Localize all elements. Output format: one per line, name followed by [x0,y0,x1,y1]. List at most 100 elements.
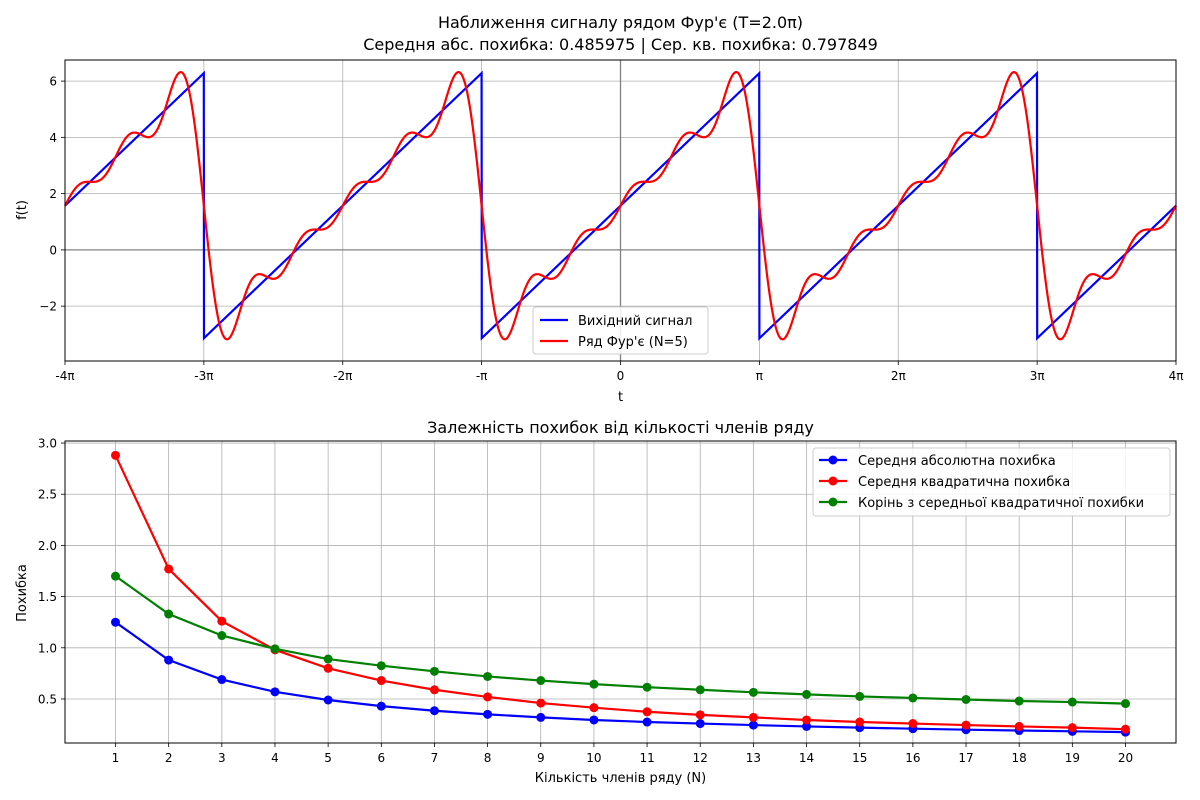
chart2-x-tick-label: 11 [639,751,654,765]
chart2-x-tick-label: 12 [693,751,708,765]
chart2-y-axis-label: Похибка [15,564,30,622]
legend-label-original: Вихідний сигнал [578,314,692,329]
chart1-title-line1: Наближення сигналу рядом Фур'є (T=2.0π) [438,13,803,32]
series-rmse-point [1067,697,1077,707]
chart1-x-axis-label: t [618,390,623,405]
series-mse-point [1121,724,1130,734]
chart2-x-tick-label: 13 [746,751,761,765]
chart2-x-tick-label: 18 [1012,751,1027,765]
series-mae-point [270,687,280,697]
series-mse-point [1014,721,1024,731]
chart1-y-ticks: −2 0 2 4 6 [39,75,65,314]
series-rmse-point [429,666,439,676]
series-rmse-point [802,689,812,699]
series-fourier-line [64,71,1177,341]
series-rmse-point [323,654,333,664]
series-rmse-point [748,687,758,697]
series-mse-point [802,715,812,725]
chart1-x-tick-label: -π [476,369,488,383]
series-rmse-point [695,685,705,695]
chart2-legend: Середня абсолютна похибка Середня квадра… [812,447,1171,517]
error-vs-terms-chart: Залежність похибок від кількості членів … [15,418,1177,786]
series-rmse-point [908,693,918,703]
series-mae-point [111,617,120,627]
chart1-y-tick-label: 6 [49,75,57,89]
series-mae-point [589,715,599,725]
series-mse-point [217,616,227,626]
series-mse-point [536,698,546,708]
series-mse-point [111,450,120,460]
chart1-x-tick-label: 0 [617,369,625,383]
chart2-y-tick-label: 3.0 [38,437,57,451]
legend-marker-mse [828,476,838,486]
series-rmse-point [855,691,865,701]
series-rmse-point [961,694,971,704]
series-rmse-point [536,676,546,686]
chart2-grid [65,441,1176,743]
chart1-x-tick-label: -3π [194,369,213,383]
chart2-y-tick-label: 0.5 [38,692,57,706]
series-mse-point [164,564,174,574]
legend-marker-rmse [828,497,838,507]
chart2-frame [64,440,1177,744]
chart1-x-ticks: -4π -3π -2π -π 0 π 2π 3π 4π [55,361,1183,383]
chart2-legend-box [812,447,1171,517]
chart1-y-tick-label: 4 [49,131,57,145]
chart2-x-tick-label: 16 [905,751,920,765]
series-mae-point [323,695,333,705]
legend-label-mae: Середня абсолютна похибка [858,454,1056,469]
chart2-x-tick-label: 10 [586,751,601,765]
series-rmse-point [1014,696,1024,706]
series-mse-point [748,712,758,722]
series-mae-point [164,655,174,665]
series-mae-point [695,719,705,729]
chart1-x-tick-label: -2π [333,369,352,383]
series-mse-point [589,703,599,713]
chart2-x-tick-label: 9 [537,751,545,765]
series-mse-point [961,720,971,730]
series-rmse-point [1121,699,1130,709]
chart2-y-tick-label: 1.5 [38,590,57,604]
series-mae-point [429,706,439,716]
series-mse-point [855,717,865,727]
chart1-series-lines [64,70,1177,341]
chart2-y-tick-label: 2.5 [38,488,57,502]
series-rmse-point [589,679,599,689]
chart1-x-tick-label: 3π [1030,369,1045,383]
chart1-y-axis-label: f(t) [15,200,30,220]
series-mae-point [642,717,652,727]
chart1-x-tick-label: -4π [55,369,74,383]
chart2-x-tick-label: 15 [852,751,867,765]
chart2-x-tick-label: 2 [165,751,173,765]
chart1-legend-box [532,306,709,355]
legend-marker-mae [828,455,838,465]
chart2-x-tick-label: 14 [799,751,814,765]
series-rmse-point [111,571,120,581]
series-mse-point [429,685,439,695]
series-mae-point [217,675,227,685]
chart1-y-tick-label: 2 [49,187,57,201]
legend-label-mse: Середня квадратична похибка [858,475,1070,490]
legend-label-rmse: Корінь з середньої квадратичної похибки [858,496,1144,511]
chart2-x-tick-label: 8 [484,751,492,765]
series-mse-point [908,719,918,729]
series-rmse-point [376,661,386,671]
series-rmse-point [217,631,227,641]
chart1-x-tick-label: π [756,369,763,383]
series-rmse-point [483,671,493,681]
chart1-x-tick-label: 4π [1169,369,1184,383]
chart1-y-tick-label: 0 [49,243,57,257]
series-rmse-point [270,644,280,654]
chart2-x-tick-label: 6 [377,751,385,765]
series-mae-line [114,621,1126,734]
series-rmse-point [164,609,174,619]
series-mae-point [376,701,386,711]
series-mse-line [114,454,1126,731]
fourier-approx-chart: Наближення сигналу рядом Фур'є (T=2.0π) … [15,13,1183,405]
chart2-x-axis-label: Кількість членів ряду (N) [535,771,706,786]
series-mae-point [802,721,812,731]
chart2-x-tick-label: 17 [958,751,973,765]
series-mae-point [536,712,546,722]
chart2-x-tick-label: 7 [431,751,439,765]
